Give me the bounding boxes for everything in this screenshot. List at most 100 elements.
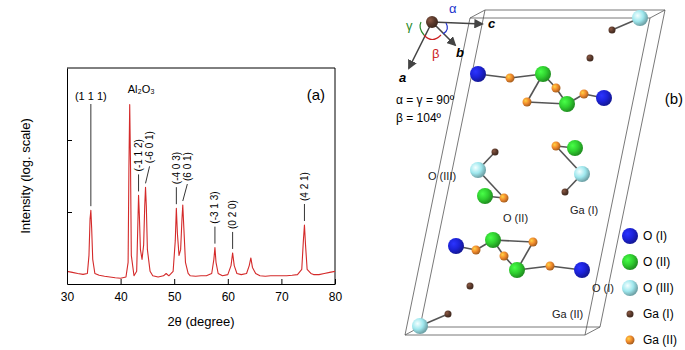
cell-edge: [405, 335, 585, 336]
cell-edge: [470, 10, 485, 18]
x-tick-mark: [281, 279, 282, 284]
peak-label: (0 2 0): [227, 200, 238, 229]
cell-edge: [470, 18, 650, 19]
x-tick: 50: [168, 279, 182, 304]
atom: [509, 262, 525, 278]
peak-label: (4 2 1): [299, 172, 310, 201]
peak-leader: [183, 184, 188, 201]
legend-label: O (I): [643, 229, 667, 243]
atom-label: Ga (I): [570, 204, 598, 216]
x-axis-title: 2θ (degree): [167, 314, 234, 329]
atom: [609, 27, 616, 34]
atom: [500, 252, 509, 261]
legend-swatch: [622, 254, 638, 270]
atom: [477, 188, 493, 204]
atom: [492, 149, 499, 156]
x-tick-mark: [121, 279, 122, 284]
legend-label: Ga (I): [643, 307, 674, 321]
atom: [470, 66, 486, 82]
plot-area: [67, 105, 335, 279]
axis-label: c: [488, 16, 496, 31]
atoms: [412, 10, 648, 334]
x-tick-label: 60: [222, 290, 236, 304]
peak-leader: [214, 227, 215, 244]
angle-arc: [420, 22, 424, 35]
peak-leader: [304, 204, 305, 221]
diagram-b: O (III) O (II) Ga (I) O (I) Ga (II) O (I) O (I…: [396, 1, 683, 347]
angle-symbol: γ: [406, 18, 413, 33]
axis-label: b: [456, 45, 464, 60]
legend: O (I)O (II)O (III)Ga (I)Ga (II): [622, 228, 677, 347]
atom: [559, 96, 575, 112]
peak-leader: [138, 174, 139, 191]
atom: [596, 90, 612, 106]
atom: [567, 140, 583, 156]
peak-leader: [146, 166, 150, 183]
axis-arrow: [432, 22, 482, 24]
angle-text: α = γ = 90º: [396, 93, 455, 107]
x-tick-label: 80: [329, 290, 343, 304]
atom: [445, 311, 452, 318]
angle-arc: [443, 23, 447, 34]
angle-symbol: β: [432, 46, 439, 61]
bonds: [420, 18, 640, 326]
peak-label: (6 0 1): [182, 152, 193, 181]
x-axis-line: [68, 284, 336, 285]
atom: [632, 10, 648, 26]
axis-label: a: [399, 70, 406, 85]
atom: [470, 162, 486, 178]
atom: [472, 246, 481, 255]
atom: [580, 90, 589, 99]
x-tick-label: 70: [275, 290, 289, 304]
x-tick-mark: [335, 279, 336, 284]
x-tick: 70: [275, 279, 289, 304]
x-tick: 80: [329, 279, 343, 304]
atom: [485, 232, 501, 248]
peak-leader: [232, 232, 233, 249]
atom: [412, 318, 428, 334]
atom: [467, 283, 474, 290]
y-tick-mark: [67, 140, 72, 141]
x-tick-label: 30: [61, 290, 75, 304]
cell-edge: [420, 327, 600, 328]
x-tick: 40: [114, 279, 128, 304]
atom: [574, 262, 590, 278]
figure: 3040506070802θ (degree)Intensity (log. s…: [0, 0, 685, 350]
axis-triad: c b a α β γ: [399, 1, 496, 85]
atom: [535, 66, 551, 82]
angle-arc: [424, 35, 441, 40]
y-tick: [67, 212, 72, 213]
y-tick: [67, 140, 72, 141]
cell-edge: [405, 18, 470, 335]
atom: [552, 84, 561, 93]
legend-label: O (III): [643, 281, 674, 295]
atom-label: O (I): [592, 282, 614, 294]
peak-leader: [90, 104, 91, 206]
y-axis-line: [67, 69, 68, 285]
atom: [500, 194, 509, 203]
x-tick-label: 50: [168, 290, 182, 304]
legend-swatch: [627, 311, 634, 318]
atom: [506, 74, 515, 83]
annotations: (1 1 1)Al₂O₃(-1 1 2)(-6 0 1)(-4 0 3)(6 0…: [75, 83, 310, 249]
cell-edge: [585, 18, 650, 335]
cell-edge: [650, 10, 665, 18]
atom-label: O (III): [428, 170, 456, 182]
legend-swatch: [626, 336, 635, 345]
origin: [426, 16, 438, 28]
peak-label: (-3 1 3): [209, 191, 220, 223]
x-tick-mark: [228, 279, 229, 284]
legend-swatch: [622, 280, 638, 296]
atom-label: O (II): [503, 212, 528, 224]
panel-label: (b): [665, 90, 683, 107]
angle-text: β = 104º: [396, 111, 442, 125]
y-axis: [67, 69, 72, 285]
x-axis: 30 40 50 60 70 80: [61, 279, 343, 304]
atom-label: Ga (II): [552, 308, 583, 320]
atom: [529, 238, 538, 247]
xrd-line: [67, 105, 335, 279]
legend-swatch: [622, 228, 638, 244]
peak-label: (1 1 1): [75, 90, 107, 102]
frame-top: [67, 68, 335, 69]
angle-symbol: α: [449, 1, 457, 16]
